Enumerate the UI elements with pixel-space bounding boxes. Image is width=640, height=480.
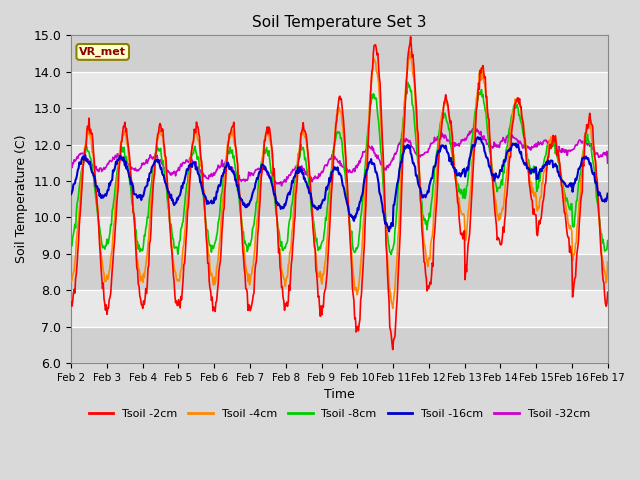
X-axis label: Time: Time xyxy=(324,388,355,401)
Bar xyxy=(71,254,607,290)
Bar xyxy=(71,217,607,254)
Bar xyxy=(71,290,607,326)
Bar xyxy=(71,36,607,72)
Y-axis label: Soil Temperature (C): Soil Temperature (C) xyxy=(15,135,28,264)
Bar xyxy=(71,108,607,144)
Bar xyxy=(71,72,607,108)
Legend: Tsoil -2cm, Tsoil -4cm, Tsoil -8cm, Tsoil -16cm, Tsoil -32cm: Tsoil -2cm, Tsoil -4cm, Tsoil -8cm, Tsoi… xyxy=(84,404,595,423)
Bar xyxy=(71,144,607,181)
Bar xyxy=(71,326,607,363)
Title: Soil Temperature Set 3: Soil Temperature Set 3 xyxy=(252,15,427,30)
Text: VR_met: VR_met xyxy=(79,47,126,57)
Bar xyxy=(71,181,607,217)
